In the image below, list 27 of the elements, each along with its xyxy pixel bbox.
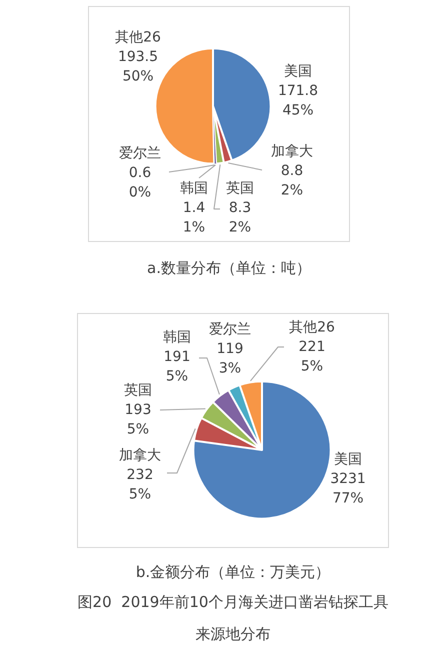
data-label: 0.6 0% [128, 165, 152, 201]
slice-label: 爱尔兰 [209, 322, 251, 338]
data-label: 8.3 2% [228, 200, 252, 236]
slice-label: 加拿大 [119, 448, 161, 464]
data-label: 191 5% [164, 349, 190, 385]
slice-label: 韩国 [163, 330, 191, 346]
slice-label: 加拿大 [271, 144, 313, 160]
caption: 图20 2019年前10个月海关进口凿岩钻探工具来源地分布 [76, 592, 390, 645]
data-label: 1.4 1% [182, 200, 206, 236]
data-label: 221 5% [298, 339, 326, 375]
data-label: 193 5% [124, 402, 152, 438]
data-label: 3231 77% [330, 471, 366, 507]
slice-label: 英国 [124, 382, 152, 399]
slice-label: 其他26 [115, 30, 161, 46]
data-label: 232 5% [126, 467, 154, 503]
data-label: 171.8 45% [278, 83, 318, 119]
slice-label: 美国 [284, 64, 312, 80]
data-label: 119 3% [216, 341, 244, 377]
slice-label: 其他26 [289, 320, 335, 336]
data-label: 8.8 2% [280, 163, 304, 199]
text: a.数量分布（单位：吨） [146, 258, 312, 278]
data-label: 193.5 50% [118, 49, 158, 85]
slice-label: 爱尔兰 [119, 146, 161, 162]
slice-label: 韩国 [180, 180, 208, 197]
slice-label: 英国 [226, 180, 254, 197]
slice-label: 美国 [334, 452, 362, 468]
text: b.金额分布（单位：万美元） [134, 562, 332, 582]
